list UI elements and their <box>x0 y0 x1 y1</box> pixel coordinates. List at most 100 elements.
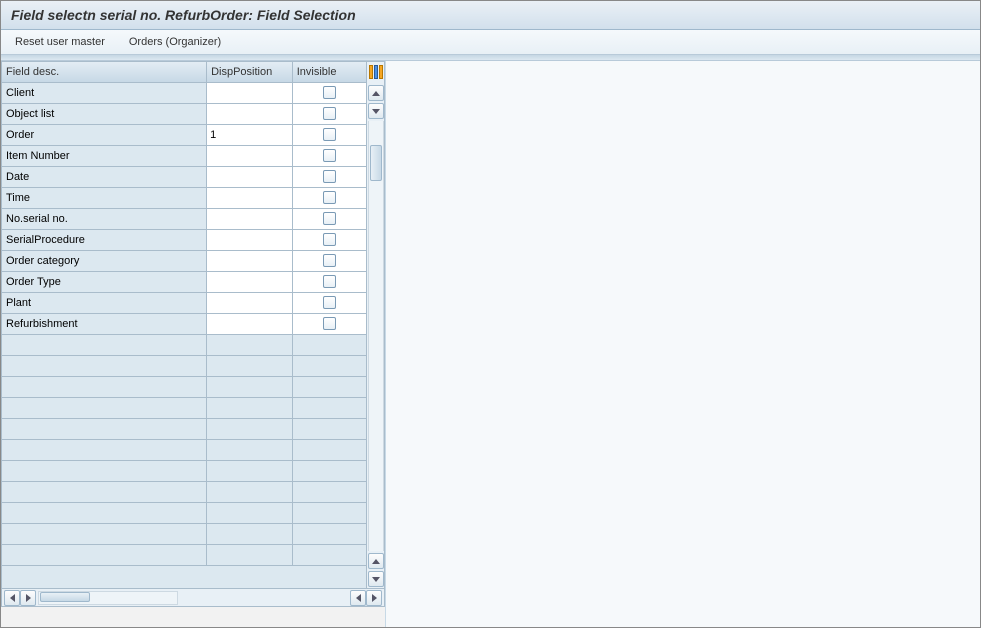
field-desc-cell: Date <box>2 166 207 187</box>
col-header-field-desc[interactable]: Field desc. <box>2 62 207 82</box>
scroll-right-button-right[interactable] <box>366 590 382 606</box>
disp-position-input[interactable] <box>207 230 292 250</box>
empty-cell <box>207 460 293 481</box>
scroll-up-button[interactable] <box>368 85 384 101</box>
disp-position-input[interactable] <box>207 167 292 187</box>
field-desc-cell: No.serial no. <box>2 208 207 229</box>
vertical-scroll-track[interactable] <box>368 121 384 551</box>
invisible-checkbox[interactable] <box>323 107 336 120</box>
table-row-empty <box>2 502 366 523</box>
empty-cell <box>292 523 366 544</box>
table-row-empty <box>2 418 366 439</box>
disp-position-input[interactable] <box>207 293 292 313</box>
empty-cell <box>292 355 366 376</box>
table-row: Order category <box>2 250 366 271</box>
disp-position-input[interactable] <box>207 188 292 208</box>
field-desc-cell: Client <box>2 82 207 103</box>
invisible-cell <box>292 166 366 187</box>
invisible-checkbox[interactable] <box>323 191 336 204</box>
disp-position-cell <box>207 271 293 292</box>
disp-position-input[interactable] <box>207 272 292 292</box>
invisible-cell <box>292 145 366 166</box>
invisible-cell <box>292 208 366 229</box>
empty-cell <box>2 460 207 481</box>
table-row-empty <box>2 481 366 502</box>
horizontal-scroll-track[interactable] <box>38 591 178 605</box>
table-row-empty <box>2 355 366 376</box>
disp-position-input[interactable] <box>207 314 292 334</box>
invisible-cell <box>292 187 366 208</box>
empty-cell <box>207 439 293 460</box>
table-row: Object list <box>2 103 366 124</box>
invisible-checkbox[interactable] <box>323 275 336 288</box>
invisible-checkbox[interactable] <box>323 254 336 267</box>
invisible-cell <box>292 271 366 292</box>
disp-position-input[interactable] <box>207 125 292 145</box>
table-row: Date <box>2 166 366 187</box>
disp-position-input[interactable] <box>207 146 292 166</box>
field-desc-cell: Order category <box>2 250 207 271</box>
empty-cell <box>292 460 366 481</box>
invisible-cell <box>292 313 366 334</box>
disp-position-input[interactable] <box>207 251 292 271</box>
scroll-up-button-bottom[interactable] <box>368 553 384 569</box>
invisible-cell <box>292 229 366 250</box>
table-row: Refurbishment <box>2 313 366 334</box>
empty-cell <box>2 544 207 565</box>
invisible-checkbox[interactable] <box>323 296 336 309</box>
field-desc-label: No.serial no. <box>4 211 206 227</box>
disp-position-cell <box>207 250 293 271</box>
scroll-down-button[interactable] <box>368 103 384 119</box>
col-header-invisible[interactable]: Invisible <box>292 62 366 82</box>
empty-cell <box>2 523 207 544</box>
toolbar: Reset user master Orders (Organizer) <box>1 30 980 55</box>
invisible-checkbox[interactable] <box>323 128 336 141</box>
field-desc-label: Order category <box>4 253 206 269</box>
table-row: SerialProcedure <box>2 229 366 250</box>
invisible-cell <box>292 292 366 313</box>
disp-position-input[interactable] <box>207 83 292 103</box>
title-text: Field selectn serial no. RefurbOrder: Fi… <box>11 7 356 23</box>
empty-cell <box>207 397 293 418</box>
table-row: No.serial no. <box>2 208 366 229</box>
disp-position-cell <box>207 103 293 124</box>
scroll-right-button[interactable] <box>20 590 36 606</box>
invisible-checkbox[interactable] <box>323 86 336 99</box>
invisible-cell <box>292 250 366 271</box>
disp-position-input[interactable] <box>207 104 292 124</box>
invisible-checkbox[interactable] <box>323 317 336 330</box>
reset-user-master-button[interactable]: Reset user master <box>15 36 105 48</box>
table-row-empty <box>2 460 366 481</box>
invisible-checkbox[interactable] <box>323 170 336 183</box>
disp-position-cell <box>207 208 293 229</box>
field-desc-cell: SerialProcedure <box>2 229 207 250</box>
invisible-cell <box>292 124 366 145</box>
scroll-left-button-right[interactable] <box>350 590 366 606</box>
table-row-empty <box>2 334 366 355</box>
invisible-checkbox[interactable] <box>323 212 336 225</box>
scroll-left-button[interactable] <box>4 590 20 606</box>
horizontal-scroll-thumb[interactable] <box>40 592 90 602</box>
field-desc-label: Order <box>4 127 206 143</box>
disp-position-cell <box>207 229 293 250</box>
field-selection-table: Field desc. DispPosition Invisible Clien… <box>2 62 366 566</box>
table-row: Order <box>2 124 366 145</box>
table-row: Plant <box>2 292 366 313</box>
empty-cell <box>207 523 293 544</box>
col-header-disp-position[interactable]: DispPosition <box>207 62 293 82</box>
invisible-checkbox[interactable] <box>323 149 336 162</box>
empty-cell <box>2 376 207 397</box>
table-settings-icon[interactable] <box>368 64 384 80</box>
field-desc-cell: Object list <box>2 103 207 124</box>
invisible-checkbox[interactable] <box>323 233 336 246</box>
scroll-down-button-bottom[interactable] <box>368 571 384 587</box>
table-row: Item Number <box>2 145 366 166</box>
empty-cell <box>292 397 366 418</box>
vertical-scroll-thumb[interactable] <box>370 145 382 181</box>
field-selection-table-container: Field desc. DispPosition Invisible Clien… <box>1 61 385 607</box>
empty-cell <box>2 439 207 460</box>
orders-organizer-button[interactable]: Orders (Organizer) <box>129 36 221 48</box>
field-desc-cell: Order <box>2 124 207 145</box>
disp-position-input[interactable] <box>207 209 292 229</box>
table-row: Order Type <box>2 271 366 292</box>
